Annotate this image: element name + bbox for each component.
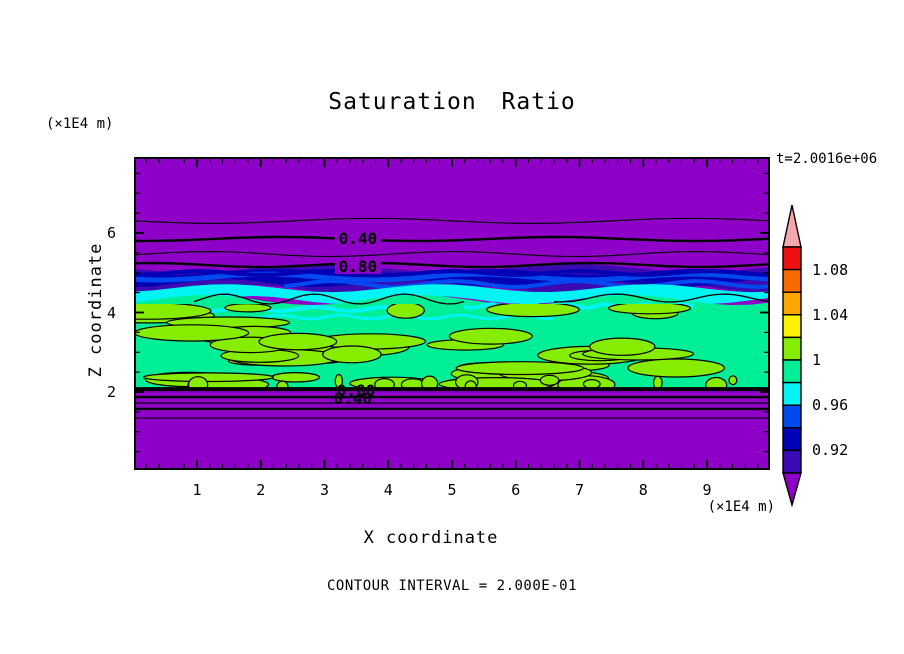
svg-text:0.80: 0.80 xyxy=(337,381,376,400)
timestamp-label: t=2.0016e+06 xyxy=(776,151,878,167)
x-tick-label: 6 xyxy=(511,481,521,499)
colorbar xyxy=(782,204,802,508)
contour-interval-note: CONTOUR INTERVAL = 2.000E-01 xyxy=(326,578,578,594)
x-tick-label: 1 xyxy=(192,481,202,499)
x-tick-label: 5 xyxy=(447,481,457,499)
x-tick-label: 3 xyxy=(319,481,330,499)
colorbar-tick-label: 1.04 xyxy=(812,306,849,324)
y-tick-label: 6 xyxy=(106,224,116,242)
svg-text:0.40: 0.40 xyxy=(334,389,373,408)
x-axis-title: X coordinate xyxy=(363,528,499,548)
x-tick-label: 4 xyxy=(383,481,393,499)
svg-text:0.40: 0.40 xyxy=(339,229,378,248)
y-tick-label: 2 xyxy=(106,383,116,401)
y-axis-unit-label: (×1E4 m) xyxy=(46,116,114,132)
colorbar-tick-label: 0.96 xyxy=(812,396,849,414)
y-tick-label: 4 xyxy=(106,303,116,322)
colorbar-tick-label: 1 xyxy=(812,351,822,369)
x-tick-label: 2 xyxy=(256,481,266,499)
colorbar-tick-label: 1.08 xyxy=(812,261,849,279)
x-tick-label: 7 xyxy=(574,481,585,499)
x-axis-unit-label: (×1E4 m) xyxy=(707,499,775,515)
colorbar-tick-label: 0.92 xyxy=(812,441,849,459)
page-title: Saturation Ratio xyxy=(328,89,576,115)
contour-plot: 0.400.800.800.40 xyxy=(134,157,770,470)
x-tick-label: 8 xyxy=(638,481,648,499)
svg-text:0.80: 0.80 xyxy=(339,257,378,276)
x-tick-label: 9 xyxy=(702,481,712,499)
